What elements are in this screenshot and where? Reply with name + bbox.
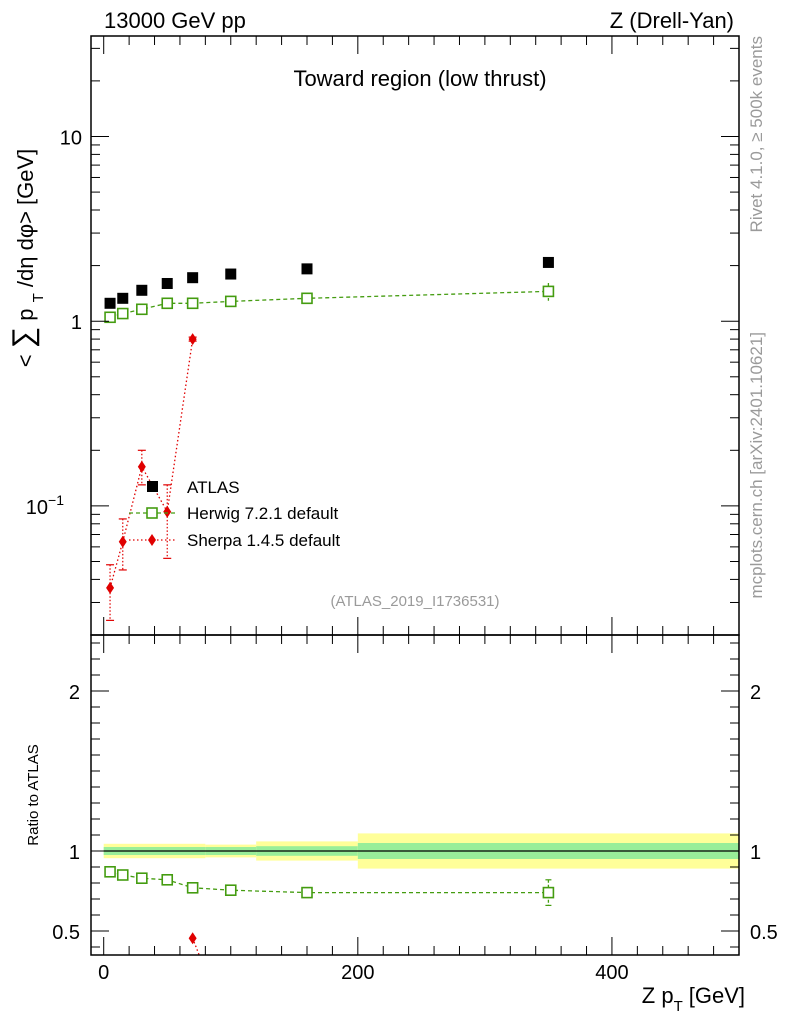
energy-label: 13000 GeV pp (104, 8, 246, 33)
chart-title: Toward region (low thrust) (293, 66, 546, 91)
ylabel-lt: < (13, 354, 38, 367)
legend-marker-sherpa (148, 534, 156, 546)
ratio-frame (90, 634, 740, 956)
main-series-layer (104, 256, 555, 621)
ratio-herwig-point (186, 881, 199, 894)
mcplots-label: mcplots.cern.ch [arXiv:2401.10621] (747, 332, 766, 598)
process-label: Z (Drell-Yan) (610, 8, 734, 33)
y-tick-label: 1 (71, 312, 82, 334)
herwig-point (542, 285, 555, 298)
herwig-point (301, 292, 313, 305)
ratio-y-tick-label-right: 1 (750, 842, 761, 864)
herwig-point (104, 311, 116, 324)
ratio-panel: 0.5 0.5 1 1 2 2 0 200 400 Ratio to ATLAS Z pT [Ge… (25, 634, 778, 1015)
ratio-y-tick-label: 1 (69, 842, 80, 864)
ylabel-p: p (13, 309, 38, 321)
analysis-id: (ATLAS_2019_I1736531) (330, 593, 499, 610)
legend: ATLAS Herwig 7.2.1 default Sherpa 1.4.5 … (129, 478, 340, 550)
sherpa-point (106, 581, 115, 594)
atlas-point (117, 292, 129, 304)
ratio-sherpa-line (192, 937, 200, 956)
x-tick-label: 400 (595, 962, 628, 984)
legend-marker-atlas (147, 481, 158, 492)
ratio-ticks: 0.5 0.5 1 1 2 2 0 200 400 (52, 635, 778, 984)
ratio-ylabel: Ratio to ATLAS (25, 744, 42, 845)
ylabel-sum: ∑ (7, 327, 40, 348)
xlabel-sub: T (674, 998, 683, 1015)
atlas-point (301, 263, 313, 275)
ratio-y-tick-label-right: 2 (750, 682, 761, 704)
atlas-point (104, 297, 116, 309)
ratio-y-tick-label: 2 (69, 682, 80, 704)
herwig-point (224, 295, 237, 308)
ylabel-sub: T (30, 293, 47, 302)
ratio-herwig-point (136, 872, 148, 885)
ratio-herwig-point (116, 869, 129, 881)
x-axis-label: Z pT [GeV] (642, 983, 745, 1015)
atlas-point (136, 284, 148, 296)
atlas-point (187, 272, 199, 284)
ylabel-rest: /dη dφ> [GeV] (13, 149, 38, 287)
x-tick-label: 0 (98, 962, 109, 984)
y-axis-label: < ∑ p T /dη dφ> [GeV] (7, 149, 48, 368)
main-ticks: 10 1 10−1 (26, 36, 740, 636)
ratio-bands (103, 833, 739, 869)
sherpa-point (163, 505, 172, 518)
svg-text:< ∑ p: < ∑ p T /dη dφ> [GeV] (7, 149, 48, 368)
xlabel-unit: [GeV] (689, 983, 745, 1008)
main-panel: 10 1 10−1 Toward region (low thrust) (ATLA… (7, 35, 740, 636)
herwig-point (136, 303, 148, 316)
sherpa-point (118, 535, 127, 548)
herwig-line (109, 290, 549, 318)
ratio-herwig-point (224, 884, 237, 897)
legend-label-herwig: Herwig 7.2.1 default (187, 504, 338, 523)
herwig-point (161, 297, 174, 310)
y-tick-label: 10 (60, 127, 82, 149)
legend-label-atlas: ATLAS (187, 478, 240, 497)
ratio-herwig-point (161, 873, 174, 886)
sherpa-point (188, 333, 197, 346)
ratio-herwig-point (542, 886, 555, 899)
ratio-y-tick-label: 0.5 (52, 922, 80, 944)
y-tick-exponent: −1 (48, 492, 64, 508)
ratio-herwig-point (301, 886, 313, 899)
ratio-herwig-line (109, 871, 549, 894)
atlas-point (225, 268, 237, 280)
x-tick-label: 200 (341, 962, 374, 984)
atlas-point (161, 277, 173, 289)
ratio-y-tick-label-right: 0.5 (750, 922, 778, 944)
herwig-point (186, 297, 199, 310)
legend-label-sherpa: Sherpa 1.4.5 default (187, 531, 340, 550)
xlabel-main: Z p (642, 983, 674, 1008)
ratio-herwig-point (104, 865, 116, 878)
ratio-series-layer (104, 865, 555, 956)
herwig-point (116, 307, 129, 320)
sherpa-point (137, 460, 146, 473)
y-tick-label: 10−1 (26, 492, 64, 519)
legend-marker-herwig (146, 507, 158, 519)
atlas-point (542, 256, 554, 268)
ratio-sherpa-point (188, 932, 197, 945)
rivet-label: Rivet 4.1.0, ≥ 500k events (747, 36, 766, 232)
